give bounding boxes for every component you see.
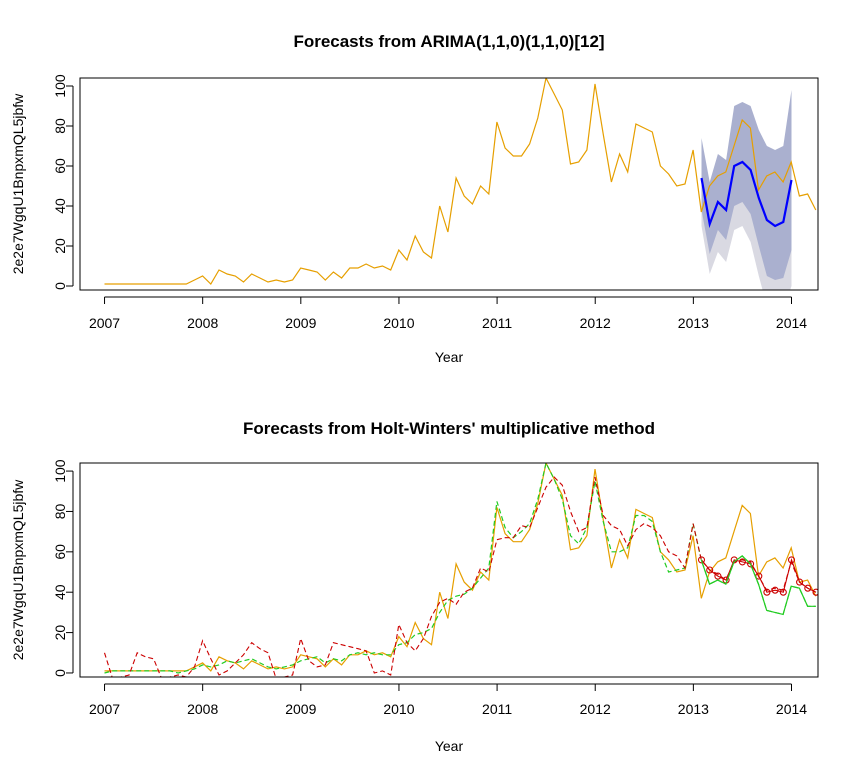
y-tick-label: 0 xyxy=(52,669,68,677)
plot-area xyxy=(103,463,818,677)
x-tick-label: 2010 xyxy=(383,315,414,331)
y-tick-label: 100 xyxy=(52,74,68,98)
y-axis-label: 2e2e7WgqU1BnpxmQL5jbfw xyxy=(10,479,26,660)
x-tick-label: 2012 xyxy=(580,701,611,717)
series-observed xyxy=(104,463,817,672)
x-tick-label: 2009 xyxy=(285,701,316,717)
forecast-point xyxy=(747,560,755,568)
chart-title: Forecasts from ARIMA(1,1,0)(1,1,0)[12] xyxy=(293,32,604,51)
y-tick-label: 20 xyxy=(52,238,68,254)
x-tick-label: 2007 xyxy=(89,701,120,717)
y-tick-label: 20 xyxy=(52,625,68,641)
y-axis-label: 2e2e7WgqU1BnpxmQL5jbfw xyxy=(10,93,26,274)
forecast-point xyxy=(812,588,818,596)
x-tick-label: 2009 xyxy=(285,315,316,331)
forecast-point xyxy=(697,556,706,564)
x-axis-label: Year xyxy=(435,738,464,754)
x-tick-label: 2014 xyxy=(776,701,807,717)
x-tick-label: 2010 xyxy=(383,701,414,717)
forecast-point xyxy=(796,578,804,586)
x-tick-label: 2011 xyxy=(482,315,512,331)
chart-panel-1: 2007 2008 2009 2010 2011 2012 2013 2014 0 20 40 60 8… xyxy=(10,32,819,365)
y-tick-label: 60 xyxy=(52,544,68,560)
plot-frame xyxy=(79,77,819,291)
series-fitted-alt xyxy=(103,476,817,677)
forecast-point xyxy=(738,558,746,566)
plot-frame xyxy=(79,462,819,678)
forecast-point xyxy=(771,586,779,594)
y-tick-label: 80 xyxy=(52,118,68,134)
x-axis: 2007 2008 2009 2010 2011 2012 2013 2014 xyxy=(89,683,807,717)
series-forecast xyxy=(700,160,793,229)
prediction-band-80 xyxy=(701,90,792,280)
y-tick-label: 100 xyxy=(52,459,68,483)
series-fitted-forecast xyxy=(700,555,816,616)
y-axis: 0 20 40 60 80 100 xyxy=(52,459,74,677)
forecast-point xyxy=(706,566,714,574)
x-axis: 2007 2008 2009 2010 2011 2012 2013 2014 xyxy=(89,296,807,331)
x-tick-label: 2014 xyxy=(776,315,807,331)
plot-area xyxy=(104,78,817,290)
y-tick-label: 80 xyxy=(52,503,68,519)
y-tick-label: 60 xyxy=(52,158,68,174)
forecast-point xyxy=(787,556,796,564)
chart-panel-2: 2007 2008 2009 2010 2011 2012 2013 2014 0 20 40 60 8… xyxy=(10,419,819,754)
series-forecast xyxy=(701,558,817,593)
series-observed xyxy=(104,78,817,285)
chart-title: Forecasts from Holt-Winters' multiplicat… xyxy=(243,419,655,438)
forecast-point xyxy=(714,572,722,580)
forecast-point xyxy=(804,584,812,592)
y-axis: 0 20 40 60 80 100 xyxy=(52,74,74,290)
x-axis-label: Year xyxy=(435,349,464,365)
x-tick-label: 2012 xyxy=(580,315,611,331)
y-tick-label: 40 xyxy=(52,584,68,600)
x-tick-label: 2007 xyxy=(89,315,120,331)
forecast-point xyxy=(779,588,787,596)
x-tick-label: 2013 xyxy=(678,315,709,331)
forecast-point xyxy=(763,588,771,596)
x-tick-label: 2013 xyxy=(678,701,709,717)
y-tick-label: 0 xyxy=(52,282,68,290)
y-tick-label: 40 xyxy=(52,198,68,214)
x-tick-label: 2008 xyxy=(187,315,218,331)
series-fitted xyxy=(104,463,816,674)
x-tick-label: 2008 xyxy=(187,701,218,717)
x-tick-label: 2011 xyxy=(482,701,512,717)
